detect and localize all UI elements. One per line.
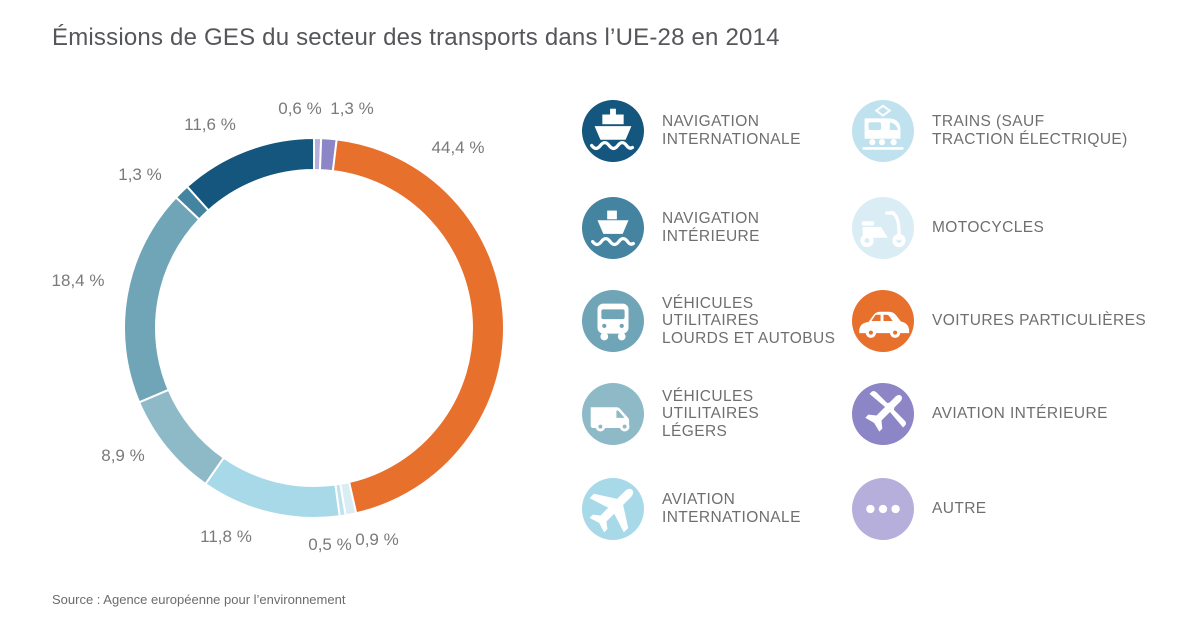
legend-item-vehicules-utilitaires-lourds-et-autobus: VÉHICULES UTILITAIRES LOURDS ET AUTOBUS — [582, 290, 835, 352]
plane-icon — [582, 478, 644, 540]
percent-label-motocycles: 0,9 % — [355, 530, 399, 549]
legend-label: NAVIGATION INTERNATIONALE — [662, 113, 801, 148]
scooter-icon — [852, 197, 914, 259]
percent-label-aviation-internationale: 11,8 % — [200, 527, 252, 546]
legend-label: AUTRE — [932, 500, 987, 518]
legend-label: AVIATION INTÉRIEURE — [932, 405, 1108, 423]
legend-item-motocycles: MOTOCYCLES — [852, 197, 1044, 259]
donut-slice-navigation-internationale — [186, 137, 315, 212]
car-icon — [852, 290, 914, 352]
percent-label-autre: 0,6 % — [278, 99, 322, 118]
legend-item-navigation-internationale: NAVIGATION INTERNATIONALE — [582, 100, 801, 162]
legend-label: VOITURES PARTICULIÈRES — [932, 312, 1147, 330]
donut-chart-area: 0,6 % 1,3 % 44,4 % 0,9 % 0,5 % 11,8 % 8,9 % 18,… — [0, 0, 570, 622]
legend-item-aviation-interieure: AVIATION INTÉRIEURE — [852, 383, 1108, 445]
percent-label-navigation-internationale: 11,6 % — [184, 115, 236, 134]
ship-icon — [582, 100, 644, 162]
boat-icon — [582, 197, 644, 259]
percent-label-voitures-particulieres: 44,4 % — [431, 138, 485, 157]
donut-chart — [123, 137, 505, 519]
legend-label: VÉHICULES UTILITAIRES LOURDS ET AUTOBUS — [662, 294, 836, 347]
legend-item-aviation-internationale: AVIATION INTERNATIONALE — [582, 478, 801, 540]
van-icon — [582, 383, 644, 445]
donut-slice-vehicules-utilitaires-legers — [138, 388, 225, 485]
page-title: Émissions de GES du secteur des transpor… — [52, 24, 780, 51]
percent-label-navigation-interieure: 1,3 % — [118, 165, 162, 184]
legend-item-navigation-interieure: NAVIGATION INTÉRIEURE — [582, 197, 760, 259]
donut-slice-aviation-internationale — [204, 456, 341, 519]
small-plane-icon — [852, 383, 914, 445]
train-icon — [852, 100, 914, 162]
source-text: Source : Agence européenne pour l’enviro… — [52, 592, 346, 607]
legend-label: AVIATION INTERNATIONALE — [662, 491, 801, 526]
percent-label-trains: 0,5 % — [308, 535, 352, 554]
legend-label: VÉHICULES UTILITAIRES LÉGERS — [662, 387, 760, 440]
legend-item-vehicules-utilitaires-legers: VÉHICULES UTILITAIRES LÉGERS — [582, 383, 759, 445]
legend-item-trains: TRAINS (SAUF TRACTION ÉLECTRIQUE) — [852, 100, 1128, 162]
percent-label-aviation-interieure: 1,3 % — [330, 99, 374, 118]
percent-label-vehicules-utilitaires-lourds-et-autobus: 18,4 % — [51, 271, 105, 290]
legend-label: NAVIGATION INTÉRIEURE — [662, 210, 760, 245]
legend-label: TRAINS (SAUF TRACTION ÉLECTRIQUE) — [932, 113, 1128, 148]
donut-slice-voitures-particulieres — [331, 138, 505, 515]
dots-icon — [852, 478, 914, 540]
legend-item-voitures-particulieres: VOITURES PARTICULIÈRES — [852, 290, 1146, 352]
percent-label-vehicules-utilitaires-legers: 8,9 % — [101, 446, 145, 465]
bus-icon — [582, 290, 644, 352]
donut-slice-vehicules-utilitaires-lourds-et-autobus — [123, 196, 201, 404]
legend-item-autre: AUTRE — [852, 478, 987, 540]
legend-label: MOTOCYCLES — [932, 219, 1045, 237]
